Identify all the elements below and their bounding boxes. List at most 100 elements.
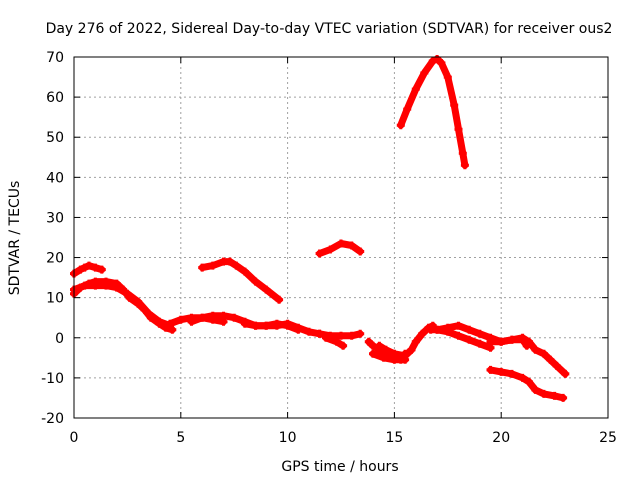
data-point	[428, 57, 437, 65]
data-point	[294, 325, 303, 334]
data-point	[525, 337, 533, 346]
data-point	[315, 249, 324, 258]
data-point	[251, 277, 260, 286]
data-point	[369, 349, 377, 358]
data-point	[497, 367, 506, 376]
data-point	[561, 369, 570, 378]
data-point	[454, 125, 463, 134]
x-axis-label: GPS time / hours	[281, 459, 398, 475]
series-track-3	[70, 282, 174, 330]
data-point	[518, 333, 527, 342]
plot-frame	[73, 56, 609, 419]
data-point	[275, 295, 284, 304]
data-point	[283, 321, 292, 330]
data-point	[403, 105, 412, 114]
data-point	[443, 73, 452, 82]
data-point	[418, 329, 427, 338]
x-tick-label: 0	[70, 430, 79, 446]
data-point	[396, 121, 405, 130]
data-point	[443, 323, 452, 332]
data-point	[337, 331, 345, 340]
data-point	[315, 329, 324, 338]
data-point	[251, 321, 260, 330]
data-point	[219, 311, 228, 320]
data-point	[198, 313, 207, 322]
data-point	[531, 345, 540, 354]
data-point	[322, 333, 330, 342]
data-point	[272, 319, 281, 328]
y-tick-label: -10	[41, 371, 64, 387]
data-point	[91, 263, 100, 272]
data-point	[507, 335, 516, 344]
data-point	[112, 283, 121, 292]
series-track-18	[397, 55, 469, 169]
data-point	[518, 373, 527, 382]
data-point	[375, 341, 384, 350]
data-point	[559, 393, 568, 402]
y-axis-label: SDTVAR / TECUs	[7, 181, 23, 296]
data-point	[97, 265, 106, 274]
data-point	[208, 311, 217, 320]
data-point	[531, 385, 540, 394]
data-point	[437, 59, 446, 67]
data-point	[454, 331, 463, 340]
data-point	[458, 149, 467, 158]
data-point	[332, 337, 341, 346]
data-point	[187, 317, 196, 326]
data-point	[401, 351, 410, 360]
data-point	[433, 55, 442, 63]
y-tick-label: 40	[46, 170, 64, 186]
y-tick-label: 20	[46, 251, 64, 267]
data-point	[356, 247, 365, 256]
grid-lines	[74, 57, 608, 418]
x-tick-label: 10	[279, 430, 297, 446]
data-point	[326, 245, 335, 254]
y-tick-label: 0	[55, 331, 64, 347]
data-point	[208, 261, 217, 270]
y-tick-label: 60	[46, 90, 64, 106]
data-point	[305, 327, 313, 336]
data-point	[91, 281, 100, 290]
chart-title: Day 276 of 2022, Sidereal Day-to-day VTE…	[46, 21, 613, 37]
data-point	[486, 365, 495, 374]
data-point	[337, 239, 345, 248]
data-point	[454, 321, 463, 330]
tick-labels: 0 5 10 15 20 25 -20 -10 0 10 20 30 40 50 60 70	[41, 50, 617, 446]
data-point	[144, 309, 153, 318]
data-point	[176, 315, 185, 324]
data-point	[550, 391, 559, 400]
data-point	[420, 69, 429, 77]
data-point	[525, 377, 533, 386]
data-point	[80, 263, 89, 272]
data-point	[411, 337, 420, 346]
data-point	[364, 337, 373, 346]
data-point	[166, 319, 175, 328]
ticks	[73, 56, 609, 419]
y-tick-label: 10	[46, 291, 64, 307]
data-point	[390, 349, 399, 358]
data-point	[539, 389, 548, 398]
y-tick-label: 30	[46, 210, 64, 226]
y-tick-label: 50	[46, 130, 64, 146]
data-point	[460, 161, 469, 170]
data-point	[381, 345, 390, 354]
series-track-16	[487, 334, 569, 378]
data-point	[262, 285, 271, 294]
data-point	[475, 339, 484, 348]
x-tick-label: 5	[176, 430, 185, 446]
data-point	[339, 341, 348, 350]
data-point	[76, 265, 85, 274]
y-tick-label: 70	[46, 50, 64, 66]
data-point	[240, 319, 249, 328]
data-point	[497, 337, 506, 346]
series-track-12	[369, 350, 409, 364]
x-tick-label: 20	[492, 430, 510, 446]
data-point	[85, 261, 93, 270]
data-point	[356, 329, 365, 338]
y-tick-label: -20	[41, 411, 64, 427]
data-point	[450, 101, 459, 110]
data-point	[411, 85, 420, 94]
data-point	[546, 355, 555, 364]
data-point	[433, 325, 442, 334]
